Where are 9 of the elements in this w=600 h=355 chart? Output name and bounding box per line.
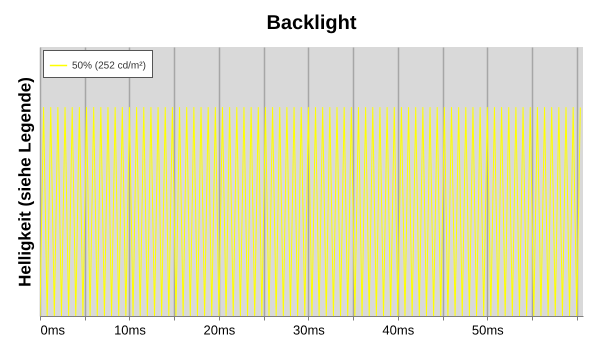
x-tick-label: 30ms: [292, 322, 326, 338]
y-axis-title: Helligkeit (siehe Legende): [16, 77, 34, 287]
x-tick-label: 0ms: [40, 322, 66, 338]
x-tick-label: 50ms: [472, 322, 504, 338]
x-tick-label: 20ms: [204, 322, 236, 338]
x-tick-label: 10ms: [114, 322, 146, 338]
chart-title: Backlight: [266, 12, 357, 34]
x-tick-label: 40ms: [382, 322, 415, 338]
legend-label: 50% (252 cd/m²): [72, 60, 146, 72]
